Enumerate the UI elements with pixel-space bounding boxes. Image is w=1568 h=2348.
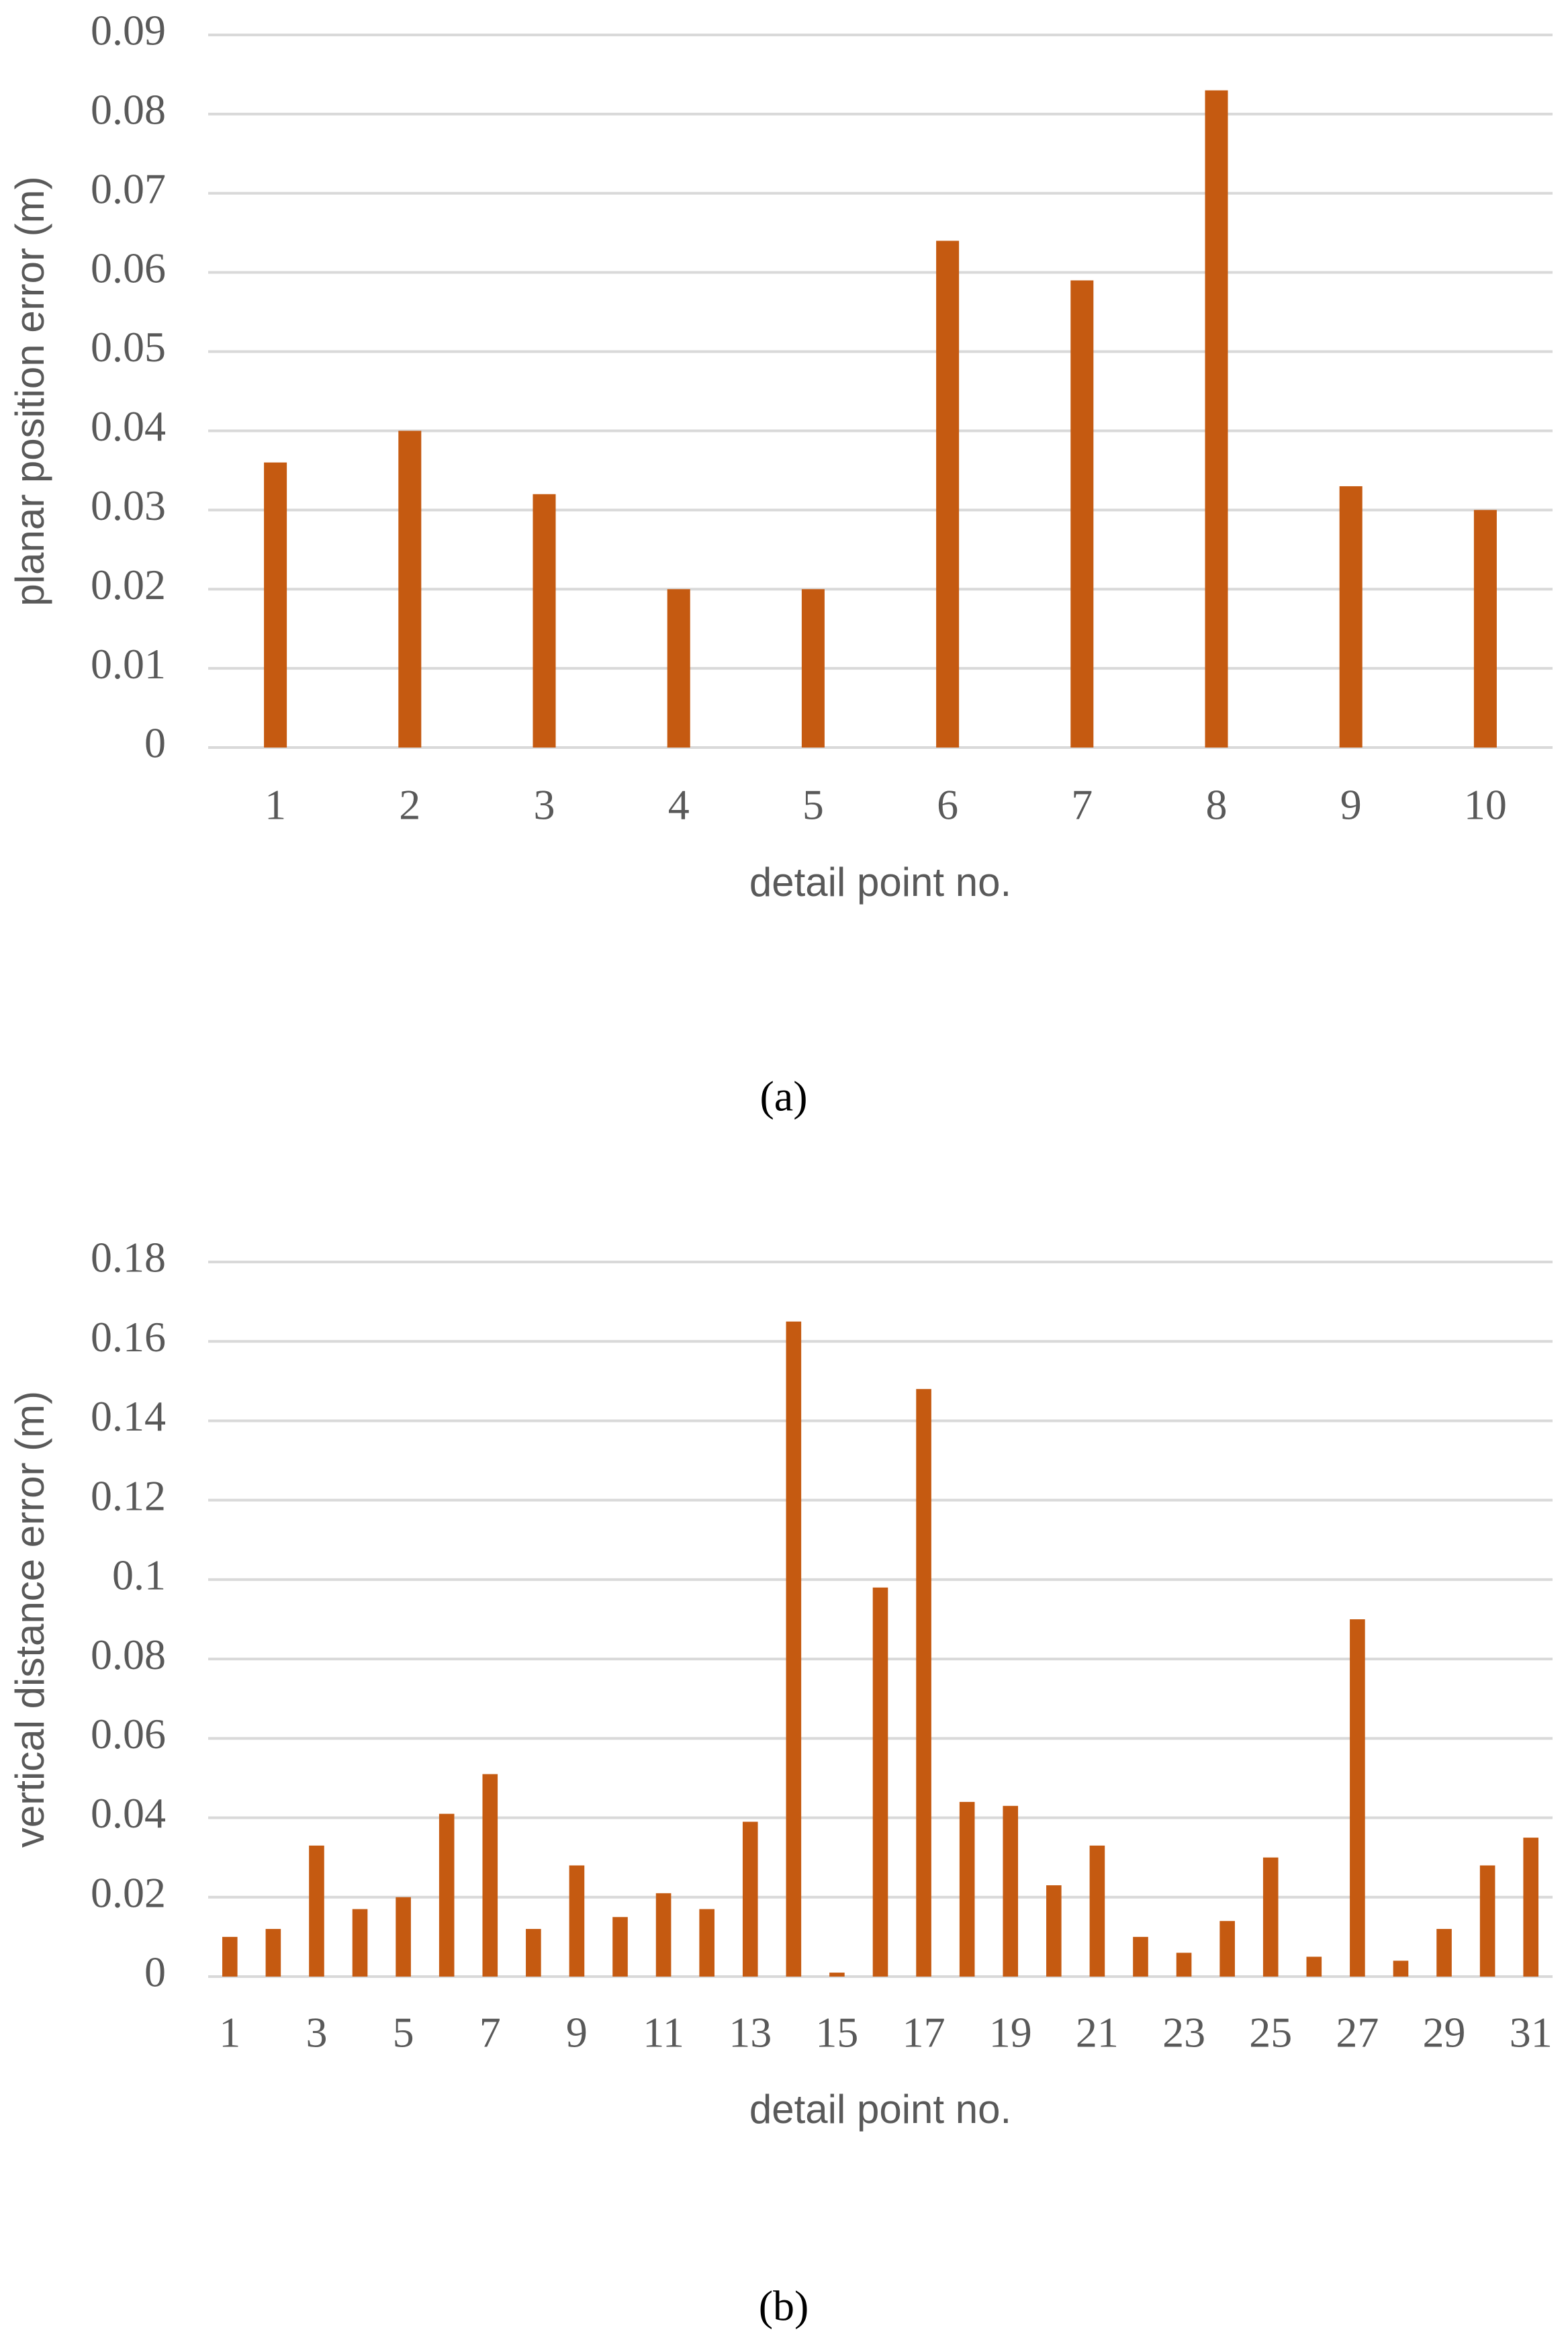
y-tick-label: 0.08 [91,1631,166,1678]
bar [1089,1845,1105,1977]
bar [829,1973,845,1977]
bar [439,1813,455,1977]
bar [1046,1885,1062,1977]
y-tick-label: 0.02 [91,561,166,608]
bar [1205,90,1228,748]
x-tick-label: 9 [566,2009,588,2057]
bar [1070,280,1094,748]
y-tick-label: 0 [144,1948,166,1996]
bar [612,1917,628,1977]
y-tick-label: 0.16 [91,1313,166,1361]
x-tick-label: 21 [1076,2009,1119,2057]
bar [801,589,825,748]
bar [352,1909,368,1977]
x-axis-title: detail point no. [749,2087,1011,2132]
x-tick-label: 19 [989,2009,1032,2057]
y-tick-label: 0.04 [91,1789,166,1837]
x-axis-title: detail point no. [749,860,1011,905]
bar [786,1321,802,1977]
y-tick-label: 0 [144,719,166,767]
bar [1306,1956,1322,1977]
x-tick-label: 7 [1071,781,1093,829]
bar [655,1893,672,1977]
x-tick-label: 29 [1423,2009,1466,2057]
bar [264,462,287,748]
x-tick-label: 5 [802,781,824,829]
bar [1003,1805,1019,1977]
y-tick-label: 0.06 [91,244,166,291]
bar [1436,1929,1452,1977]
bar [265,1929,281,1977]
bar [959,1801,975,1977]
y-tick-label: 0.07 [91,165,166,212]
y-axis-title: planar position error (m) [7,176,52,606]
y-tick-label: 0.04 [91,402,166,450]
y-tick-label: 0.02 [91,1868,166,1916]
bar [569,1865,585,1977]
bar [309,1845,324,1977]
x-tick-label: 6 [937,781,958,829]
y-tick-label: 0.05 [91,323,166,371]
bar [1262,1857,1279,1977]
x-tick-label: 23 [1162,2009,1205,2057]
x-tick-label: 3 [306,2009,327,2057]
y-tick-label: 0.12 [91,1472,166,1519]
y-tick-label: 0.18 [91,1234,166,1281]
bar [1350,1619,1365,1977]
x-tick-label: 10 [1464,781,1507,829]
x-tick-label: 5 [393,2009,414,2057]
y-tick-label: 0.03 [91,482,166,529]
x-tick-label: 8 [1206,781,1228,829]
caption: (b) [759,2282,809,2330]
bar [936,240,960,748]
x-tick-label: 1 [219,2009,240,2057]
bar [1339,486,1363,748]
bar [1473,510,1497,748]
bar [1176,1952,1192,1977]
bar [667,589,690,748]
x-tick-label: 11 [643,2009,684,2057]
bar [699,1909,714,1977]
x-tick-label: 1 [265,781,286,829]
x-tick-label: 4 [668,781,690,829]
x-tick-label: 15 [815,2009,858,2057]
y-tick-label: 0.09 [91,7,166,54]
x-tick-label: 9 [1340,781,1362,829]
x-tick-label: 3 [534,781,555,829]
bar [872,1587,888,1977]
bar [916,1389,931,1977]
bar [396,1897,411,1977]
x-tick-label: 25 [1249,2009,1292,2057]
bar [742,1821,758,1977]
x-tick-label: 2 [399,781,420,829]
caption: (a) [759,1073,807,1120]
bar [222,1936,238,1977]
bar [533,494,556,748]
x-tick-label: 17 [903,2009,946,2057]
bar [1219,1921,1235,1977]
x-tick-label: 27 [1336,2009,1379,2057]
bar [1393,1960,1409,1977]
y-tick-label: 0.08 [91,86,166,134]
y-tick-label: 0.06 [91,1710,166,1758]
y-tick-label: 0.14 [91,1392,166,1440]
bar [1523,1838,1539,1977]
x-tick-label: 7 [479,2009,501,2057]
bar [526,1929,541,1977]
bar [1133,1936,1148,1977]
bar [1479,1865,1495,1977]
x-tick-label: 13 [729,2009,772,2057]
y-axis-title: vertical distance error (m) [7,1391,52,1848]
y-tick-label: 0.1 [112,1551,166,1599]
bar [482,1774,498,1977]
bar [398,431,422,748]
y-tick-label: 0.01 [91,640,166,688]
x-tick-label: 31 [1510,2009,1553,2057]
